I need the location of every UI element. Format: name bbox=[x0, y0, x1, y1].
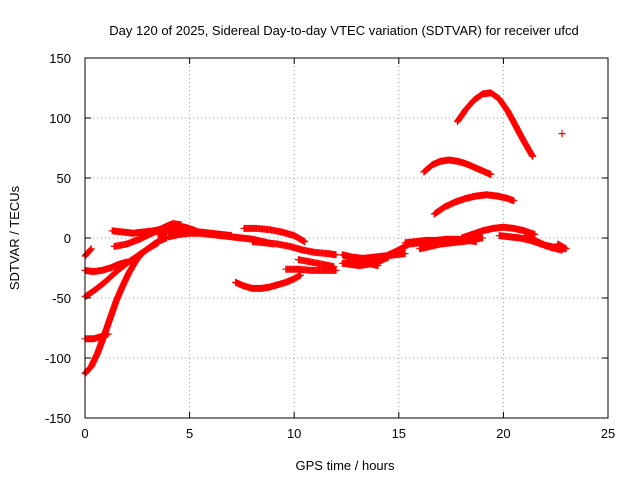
x-tick-label: 20 bbox=[496, 426, 510, 441]
series-arc-17 bbox=[343, 254, 382, 270]
series-arc-27 bbox=[558, 130, 566, 138]
series-arc-14 bbox=[294, 256, 338, 271]
point-markers bbox=[453, 89, 537, 160]
point-markers bbox=[458, 223, 539, 242]
chart-title: Day 120 of 2025, Sidereal Day-to-day VTE… bbox=[109, 23, 578, 38]
series-arc-22 bbox=[430, 191, 518, 218]
y-axis-label: SDTVAR / TECUs bbox=[7, 185, 22, 290]
point-markers bbox=[81, 234, 171, 378]
series-arc-12 bbox=[232, 271, 304, 292]
point-markers bbox=[343, 254, 382, 270]
point-markers bbox=[232, 271, 304, 292]
series-arc-07 bbox=[110, 220, 185, 250]
x-tick-label: 15 bbox=[392, 426, 406, 441]
y-tick-label: -100 bbox=[45, 351, 71, 366]
y-tick-label: 0 bbox=[64, 231, 71, 246]
point-markers bbox=[248, 238, 340, 259]
point-markers bbox=[240, 224, 309, 246]
x-axis-label: GPS time / hours bbox=[296, 458, 395, 473]
point-markers bbox=[430, 191, 518, 218]
x-tick-label: 10 bbox=[287, 426, 301, 441]
y-tick-label: 100 bbox=[49, 111, 71, 126]
series-arc-10 bbox=[240, 224, 309, 246]
point-markers bbox=[282, 265, 340, 274]
series-arc-11 bbox=[248, 238, 340, 259]
y-tick-label: 150 bbox=[49, 51, 71, 66]
point-markers bbox=[554, 240, 570, 253]
series-arc-13 bbox=[282, 265, 340, 274]
series-arc-28 bbox=[554, 240, 570, 253]
point-markers bbox=[420, 156, 495, 178]
series-arc-21 bbox=[420, 156, 495, 178]
y-tick-label: 50 bbox=[57, 171, 71, 186]
series-arc-05 bbox=[81, 234, 171, 378]
y-tick-label: -50 bbox=[52, 291, 71, 306]
x-tick-label: 5 bbox=[186, 426, 193, 441]
point-markers bbox=[558, 130, 566, 138]
point-markers bbox=[81, 245, 95, 260]
data-points bbox=[81, 89, 570, 378]
x-tick-label: 25 bbox=[601, 426, 615, 441]
axis-ticks: 0 5 10 15 20 25 -150 -100 -50 0 50 100 150 bbox=[45, 51, 615, 441]
y-tick-label: -150 bbox=[45, 411, 71, 426]
point-markers bbox=[110, 220, 185, 250]
series-arc-23 bbox=[453, 89, 537, 160]
point-markers bbox=[294, 256, 338, 271]
series-arc-01 bbox=[81, 245, 95, 260]
x-tick-label: 0 bbox=[81, 426, 88, 441]
series-arc-24 bbox=[458, 223, 539, 242]
